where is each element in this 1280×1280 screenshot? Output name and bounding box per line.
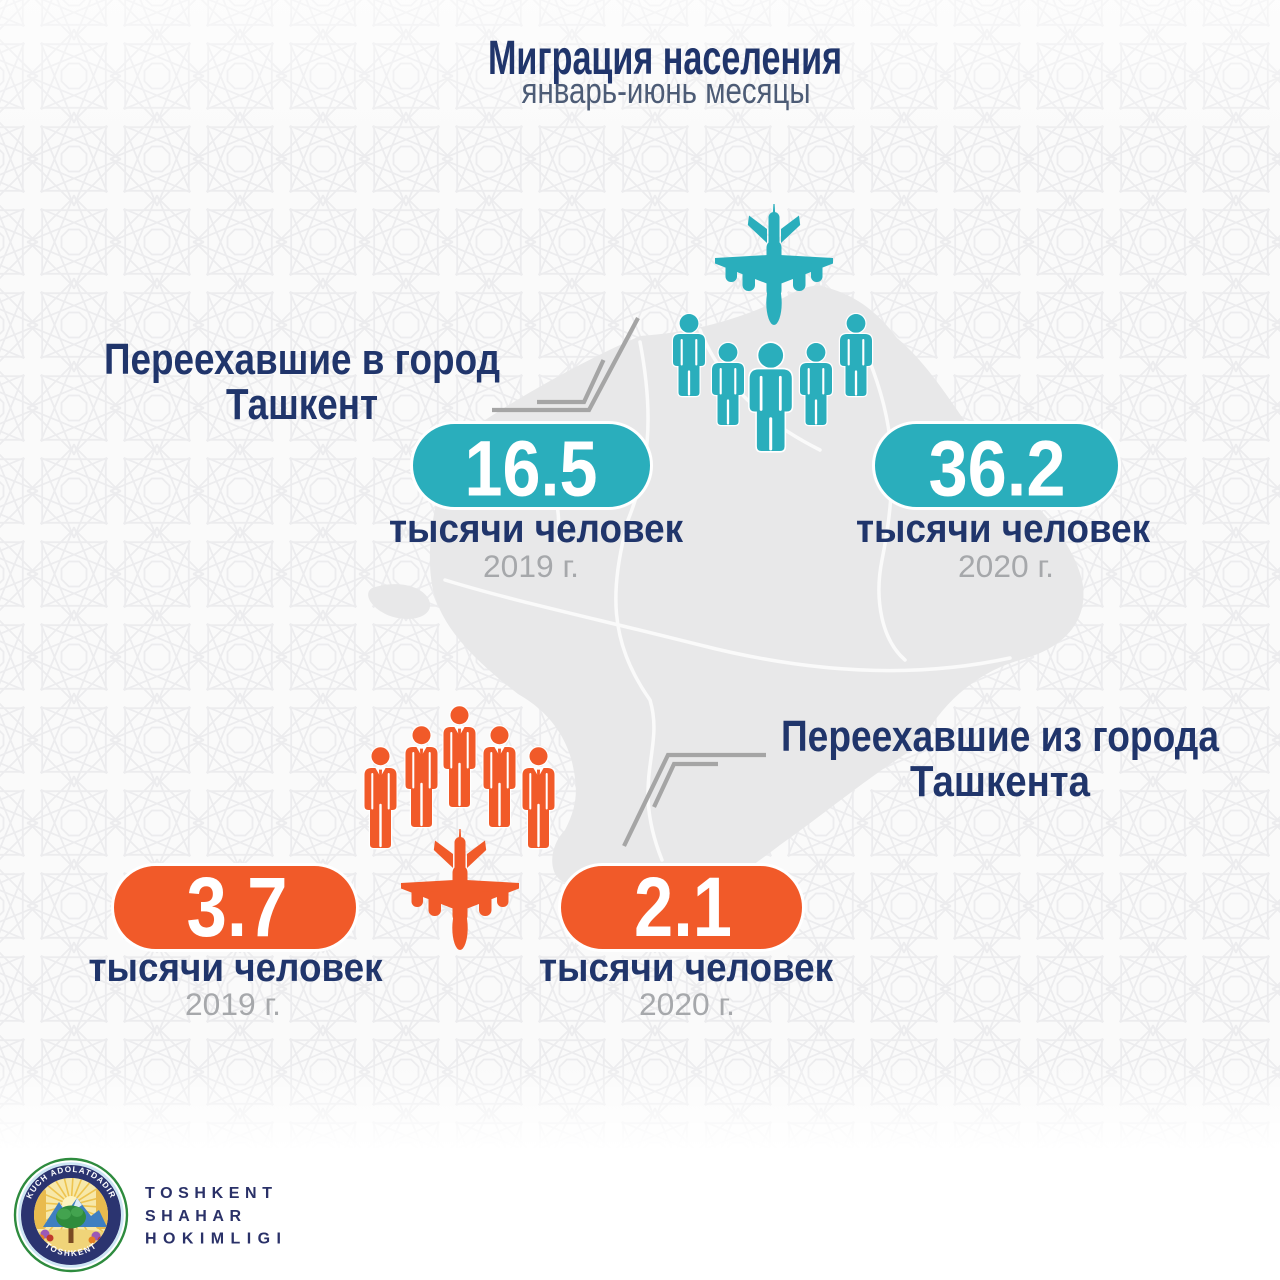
- svg-text:2019 г.: 2019 г.: [185, 986, 281, 1022]
- svg-text:2019 г.: 2019 г.: [483, 548, 579, 584]
- svg-text:2020 г.: 2020 г.: [958, 548, 1054, 584]
- svg-text:36.2: 36.2: [929, 424, 1066, 513]
- svg-text:тысячи человек: тысячи человек: [856, 507, 1151, 551]
- svg-text:16.5: 16.5: [465, 424, 598, 513]
- svg-text:Переехавшие в город: Переехавшие в город: [104, 335, 500, 384]
- svg-text:Миграция населения: Миграция населения: [488, 32, 842, 85]
- svg-text:январь-июнь месяцы: январь-июнь месяцы: [522, 70, 811, 111]
- svg-text:Ташкент: Ташкент: [226, 380, 378, 429]
- svg-text:тысячи человек: тысячи человек: [539, 946, 834, 990]
- svg-text:тысячи человек: тысячи человек: [389, 507, 684, 551]
- svg-text:HOKIMLIGI: HOKIMLIGI: [145, 1231, 281, 1248]
- svg-text:3.7: 3.7: [187, 860, 288, 954]
- svg-text:2.1: 2.1: [634, 860, 732, 954]
- svg-text:2020 г.: 2020 г.: [639, 986, 735, 1022]
- svg-text:Ташкента: Ташкента: [910, 757, 1090, 806]
- svg-text:Переехавшие из города: Переехавшие из города: [781, 712, 1219, 761]
- svg-text:тысячи человек: тысячи человек: [89, 946, 384, 990]
